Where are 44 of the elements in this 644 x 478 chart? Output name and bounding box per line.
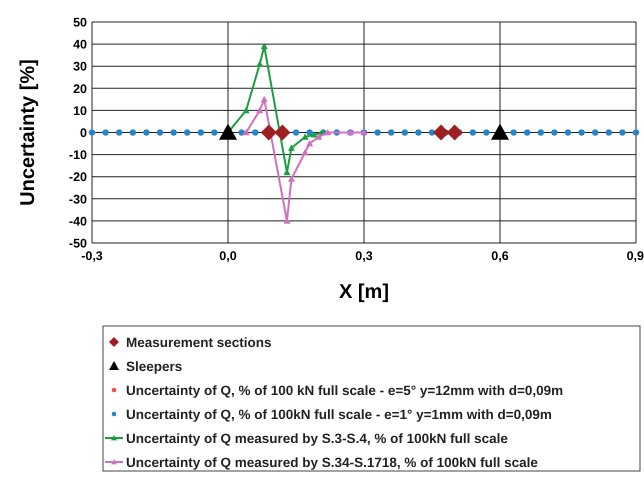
legend-label: Uncertainty of Q, % of 100 kN full scale - e=5° y=12mm with d=0,09m xyxy=(126,383,564,398)
y-tick-label: -10 xyxy=(68,148,88,162)
legend-label: Sleepers xyxy=(126,359,182,374)
y-tick-label: 30 xyxy=(73,60,88,74)
point xyxy=(242,106,250,114)
point xyxy=(302,133,309,140)
point xyxy=(433,124,450,140)
point xyxy=(288,175,295,182)
point xyxy=(256,60,264,67)
y-tick-label: -40 xyxy=(68,214,88,228)
legend-label: Uncertainty of Q measured by S.34-S.1718, % of 100kN full scale xyxy=(126,455,538,470)
y-axis-title: Uncertainty [%] xyxy=(17,59,39,206)
x-tick-label: 0,3 xyxy=(355,249,373,263)
y-tick-label: -30 xyxy=(68,192,88,206)
point xyxy=(310,131,318,138)
legend-label: Measurement sections xyxy=(126,335,272,350)
point xyxy=(306,140,314,146)
y-tick-label: 10 xyxy=(73,104,88,118)
point xyxy=(260,42,268,50)
point xyxy=(288,144,295,151)
point xyxy=(491,124,509,140)
point xyxy=(315,133,322,140)
legend-label: Uncertainty of Q, % of 100kN full scale - e=1° y=1mm with d=0,09m xyxy=(126,407,552,422)
y-tick-label: 20 xyxy=(73,82,88,96)
point xyxy=(302,148,309,156)
y-tick-label: 0 xyxy=(80,126,88,140)
point xyxy=(219,124,237,140)
point xyxy=(260,124,277,140)
point xyxy=(446,124,463,140)
x-tick-label: 0,6 xyxy=(491,249,509,263)
point xyxy=(256,106,264,114)
y-tick-label: 40 xyxy=(73,38,88,52)
point xyxy=(242,129,250,136)
legend-label: Uncertainty of Q measured by S.3-S.4, % of 100kN full scale xyxy=(126,431,508,446)
y-tick-label: 50 xyxy=(73,16,88,30)
point xyxy=(324,129,332,136)
x-tick-label: -0,3 xyxy=(81,249,103,263)
x-tick-label: 0,0 xyxy=(219,249,237,263)
point xyxy=(260,96,268,102)
x-tick-label: 0,9 xyxy=(626,249,644,263)
y-tick-label: -20 xyxy=(68,170,88,184)
point xyxy=(274,124,290,140)
x-axis-title: X [m] xyxy=(339,281,389,303)
y-tick-label: -50 xyxy=(68,236,88,250)
